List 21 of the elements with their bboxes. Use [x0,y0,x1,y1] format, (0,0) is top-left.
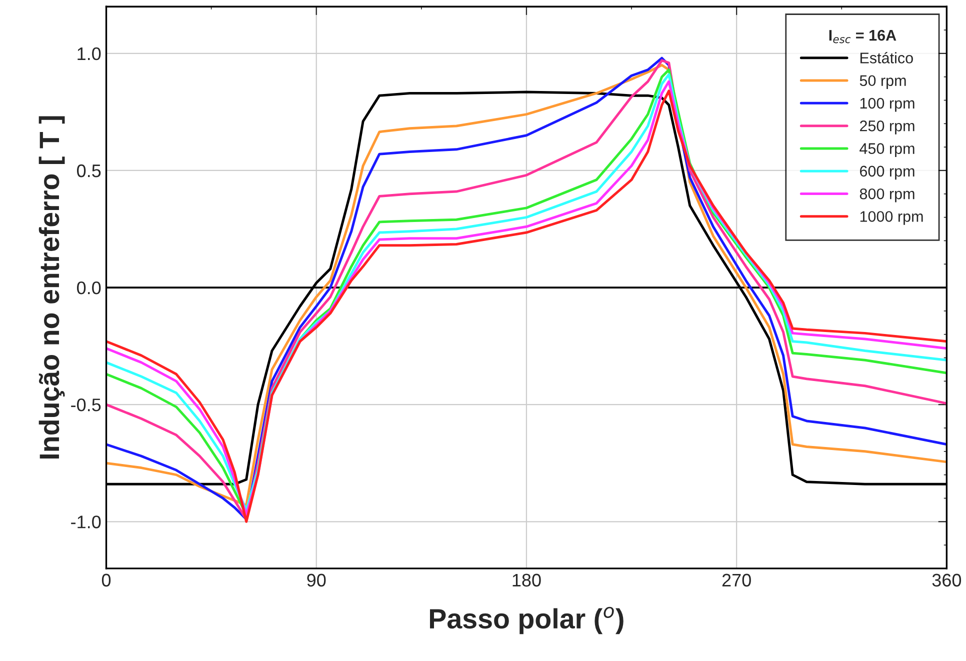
x-tick-label: 0 [102,574,111,587]
legend-label: 100 rpm [860,98,914,112]
x-tick-label: 270 [722,574,751,587]
legend-label: 800 rpm [860,188,914,202]
y-tick-label: 0.5 [77,164,101,178]
legend-label: 600 rpm [860,166,914,180]
x-tick-label: 90 [307,574,326,587]
x-tick-label: 180 [512,574,541,587]
x-axis-title: Passo polar ($^{o}$) [430,606,624,634]
y-tick-label: 1.0 [78,47,101,60]
legend-label: 50 rpm [860,75,906,90]
legend-title: I$_{esc}$ = 16A [829,30,896,44]
legend-label: 250 rpm [860,120,914,134]
legend-label: Estático [860,52,913,64]
x-tick-label: 360 [932,574,962,587]
y-tick-label: 0.0 [77,281,101,294]
legend-label: 1000 rpm [860,211,923,225]
y-axis-title: Indução no entreferro [ T ] [38,116,65,459]
y-tick-label: -1.0 [71,516,101,528]
legend-label: 450 rpm [860,143,914,157]
y-tick-label: -0.5 [71,398,101,412]
